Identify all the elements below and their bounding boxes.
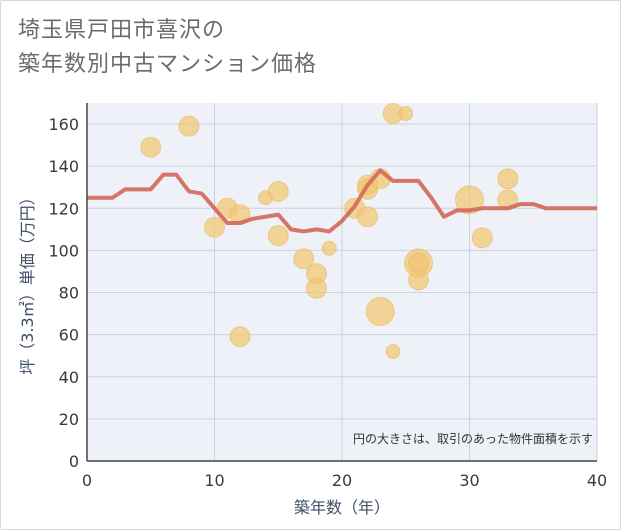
chart-title: 埼玉県戸田市喜沢の 築年数別中古マンション価格	[18, 14, 317, 82]
y-axis-title: 坪（3.3㎡）単価（万円）	[18, 189, 37, 374]
y-tick-label-100: 100	[48, 241, 79, 260]
bubble-point-9	[293, 248, 315, 270]
bubble-point-26	[471, 227, 493, 249]
y-tick-label-40: 40	[59, 368, 79, 387]
average-price-line	[87, 168, 597, 234]
bubble-point-5	[229, 326, 251, 348]
chart-title-line-1: 埼玉県戸田市喜沢の	[18, 18, 226, 43]
axes	[86, 103, 597, 462]
x-axis-title: 築年数（年）	[294, 498, 390, 517]
y-tick-label-160: 160	[48, 115, 79, 134]
x-tick-label-0: 0	[82, 471, 92, 490]
bubble-point-11	[306, 277, 327, 299]
y-tick-label-20: 20	[59, 410, 79, 429]
bubble-point-2	[204, 216, 225, 238]
bubble-point-7	[267, 180, 289, 202]
bubble-point-16	[357, 206, 378, 228]
y-tick-label-120: 120	[48, 199, 79, 218]
x-tick-label-10: 10	[204, 471, 224, 490]
bubble-point-12	[321, 240, 337, 256]
y-tick-label-60: 60	[59, 326, 79, 345]
bubble-point-8	[267, 225, 289, 247]
bubble-size-annotation: 円の大きさは、取引のあった物件面積を示す	[353, 431, 593, 446]
bubble-point-25	[455, 185, 484, 215]
bubble-point-0	[140, 136, 162, 158]
bubble-point-20	[385, 343, 401, 359]
x-tick-label-40: 40	[587, 471, 607, 490]
chart-title-line-2: 築年数別中古マンション価格	[18, 52, 318, 77]
bubble-point-21	[398, 106, 414, 122]
bubble-point-24	[408, 269, 429, 291]
x-tick-label-30: 30	[459, 471, 479, 490]
x-tick-label-20: 20	[332, 471, 352, 490]
tick-labels: 0 20 40 60 80 100 120 140 160 0 10 20 30 40	[48, 115, 607, 490]
bubble-point-27	[497, 168, 519, 190]
y-tick-label-0: 0	[69, 452, 79, 471]
bubble-point-18	[365, 296, 395, 326]
y-tick-label-140: 140	[48, 157, 79, 176]
bubble-point-1	[178, 115, 200, 137]
y-tick-label-80: 80	[59, 284, 79, 303]
